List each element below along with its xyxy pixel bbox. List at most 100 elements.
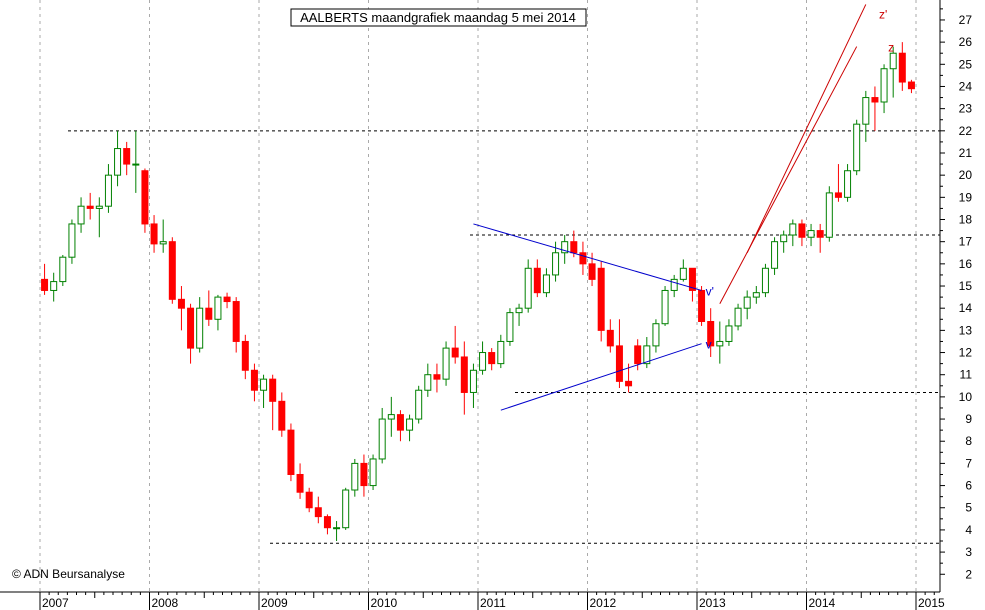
y-tick-label: 16 <box>959 257 973 271</box>
candle-body <box>479 352 487 371</box>
candle-body <box>333 527 341 530</box>
y-tick-label: 17 <box>959 235 973 249</box>
annotation-label: z' <box>879 7 887 21</box>
candle-body <box>880 68 888 103</box>
candle-body <box>825 192 833 238</box>
annotation-label: v' <box>706 284 714 298</box>
candle-body <box>132 163 140 166</box>
candle-body <box>424 374 432 391</box>
candle-body <box>597 267 605 331</box>
candle-body <box>369 458 377 487</box>
candle-body <box>862 97 870 125</box>
candle-body <box>59 256 67 283</box>
candle-body <box>469 369 477 393</box>
candle-body <box>150 223 158 245</box>
candle-body <box>223 296 231 303</box>
candle-body <box>50 281 58 291</box>
candle-body <box>278 400 286 431</box>
y-tick-label: 22 <box>959 124 973 138</box>
candle-body <box>123 148 131 165</box>
candle-body <box>752 292 760 298</box>
candle-body <box>707 320 715 347</box>
candle-body <box>323 516 331 529</box>
candle-body <box>816 230 824 238</box>
candle-body <box>570 241 578 254</box>
copyright-text: © ADN Beursanalyse <box>12 567 125 581</box>
candle-body <box>451 347 459 358</box>
y-tick-label: 20 <box>959 168 973 182</box>
candle-body <box>378 418 386 460</box>
candle-body <box>661 289 669 325</box>
candle-body <box>789 223 797 236</box>
candle-body <box>205 307 213 320</box>
y-tick-label: 4 <box>965 523 972 537</box>
x-tick-label: 2014 <box>809 596 836 610</box>
candle-body <box>68 223 76 258</box>
x-axis: 2007 2008 2009 2010 2011 2012 2013 2014 2015 <box>39 592 945 610</box>
x-tick-label: 2012 <box>590 596 617 610</box>
candle-body <box>488 352 496 365</box>
candle-body <box>615 345 623 382</box>
y-tick-label: 14 <box>959 301 973 315</box>
candle-body <box>296 473 304 493</box>
x-tick-label: 2010 <box>371 596 398 610</box>
candle-body <box>342 489 350 529</box>
horizontal-levels <box>68 130 940 544</box>
candle-body <box>506 312 514 342</box>
candle-body <box>625 380 633 387</box>
annotation-label: v <box>706 338 712 352</box>
candle-body <box>177 298 185 309</box>
candle-body <box>844 170 852 198</box>
candle-body <box>670 278 678 291</box>
candle-body <box>634 345 642 365</box>
candle-body <box>834 192 842 198</box>
y-tick-label: 23 <box>959 102 973 116</box>
candle-body <box>232 301 240 342</box>
x-tick-label: 2011 <box>480 596 506 610</box>
candle-body <box>260 378 268 391</box>
candle-body <box>698 289 706 322</box>
y-tick-label: 10 <box>959 390 973 404</box>
candle-body <box>360 462 368 487</box>
candle-body <box>396 414 404 431</box>
candle-body <box>515 307 523 314</box>
y-tick-label: 9 <box>965 412 972 426</box>
candle-body <box>853 123 861 172</box>
candle-body <box>214 296 222 320</box>
title-text: AALBERTS maandgrafiek maandag 5 mei 2014 <box>300 10 576 25</box>
candle-body <box>433 374 441 380</box>
candle-body <box>114 148 122 176</box>
candle-body <box>351 462 359 491</box>
candle-body <box>305 491 313 509</box>
candle-body <box>95 205 103 209</box>
y-tick-label: 2 <box>965 567 972 581</box>
candle-body <box>250 369 258 391</box>
y-tick-label: 7 <box>965 456 972 470</box>
candle-body <box>86 205 94 209</box>
candle-body <box>415 389 423 420</box>
grid <box>39 0 917 592</box>
annotations: v' v z' z <box>706 7 895 351</box>
candle-body <box>77 205 85 225</box>
trendline <box>719 46 858 304</box>
candle-body <box>552 252 560 276</box>
candle-body <box>889 52 897 70</box>
candle-body <box>898 52 906 83</box>
trendlines <box>473 4 867 411</box>
title-frame <box>290 8 587 27</box>
y-tick-label: 3 <box>965 545 972 559</box>
y-tick-label: 11 <box>960 368 973 382</box>
candle-body <box>442 347 450 380</box>
candle-body <box>104 174 112 207</box>
candle-body <box>688 267 696 291</box>
candle-body <box>524 267 532 309</box>
candle-body <box>287 429 295 475</box>
candle-body <box>652 323 660 347</box>
trendline <box>473 223 702 291</box>
candles <box>41 42 915 542</box>
y-tick-label: 27 <box>959 13 973 27</box>
y-tick-label: 25 <box>959 57 973 71</box>
candle-body <box>241 340 249 371</box>
